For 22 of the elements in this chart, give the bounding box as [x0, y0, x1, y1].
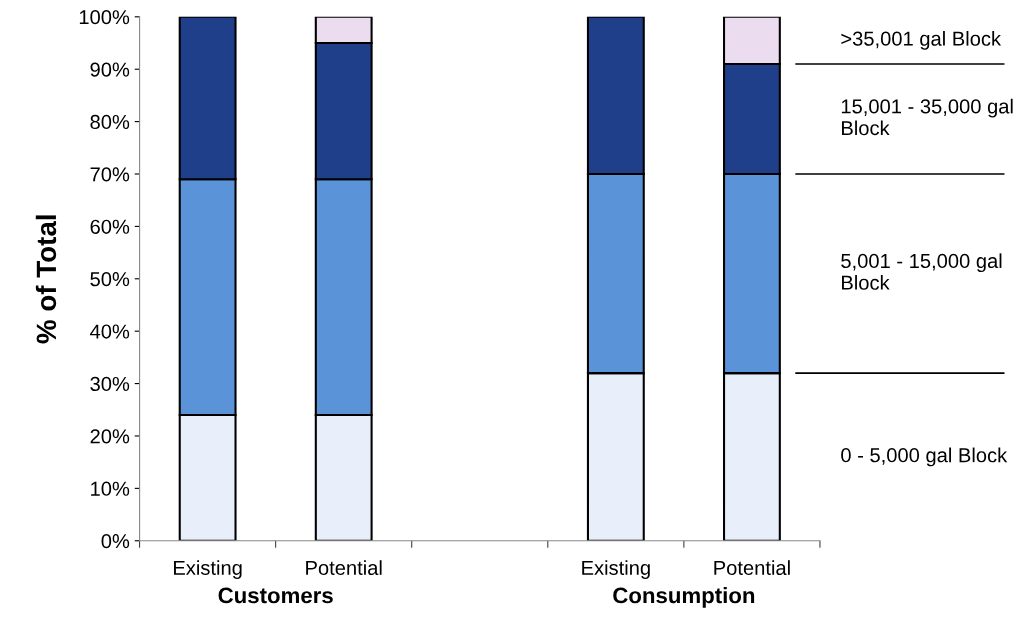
text: 15,001 - 35,000 gal Block [841, 98, 1013, 136]
x-tick-label: Potential [306, 560, 382, 575]
y-tick-label: 20% [90, 429, 130, 444]
y-tick-label: 0% [101, 534, 130, 549]
x-tick-label: Existing [582, 560, 650, 579]
y-tick-label: 40% [90, 324, 130, 339]
y-tick-label: 70% [90, 167, 130, 182]
text: >35,001 gal Block [841, 31, 1002, 50]
y-tick-label: 100% [79, 10, 130, 25]
y-tick-label: 80% [90, 114, 130, 130]
text: Consumption [613, 586, 755, 608]
x-tick-label: Potential [714, 560, 790, 575]
x-tick-label: Existing [174, 560, 242, 579]
y-axis-title: % of Total [35, 215, 57, 344]
text: 0 - 5,000 gal Block [841, 447, 1008, 467]
y-tick-label: 90% [90, 62, 130, 77]
y-tick-label: 50% [90, 272, 130, 287]
y-tick-label: 30% [90, 376, 130, 392]
y-tick-label: 60% [90, 219, 130, 234]
y-tick-label: 10% [91, 481, 130, 496]
text: Customers [218, 587, 333, 604]
text: 5,001 - 15,000 gal Block [841, 253, 1002, 290]
